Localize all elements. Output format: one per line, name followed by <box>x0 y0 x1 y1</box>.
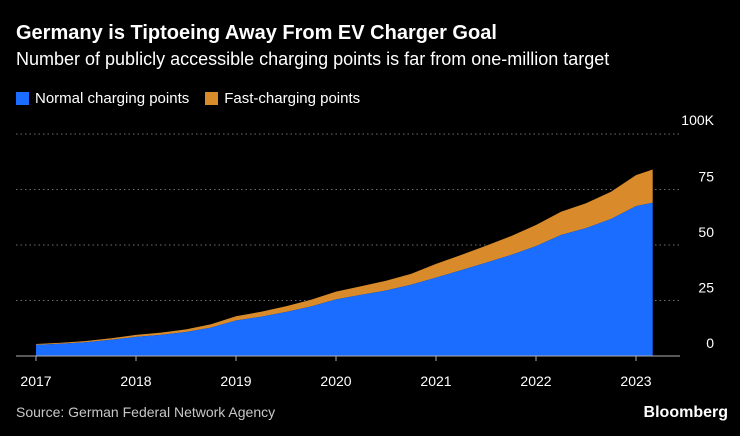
y-tick-label: 0 <box>706 335 714 351</box>
x-tick-label: 2018 <box>120 373 151 389</box>
legend-item-normal: Normal charging points <box>16 90 189 107</box>
legend: Normal charging points Fast-charging poi… <box>16 90 376 107</box>
x-tick-label: 2019 <box>220 373 251 389</box>
bloomberg-logo: Bloomberg <box>643 404 728 421</box>
y-tick-label: 25 <box>698 280 714 296</box>
legend-item-fast: Fast-charging points <box>205 90 360 107</box>
x-tick-label: 2020 <box>320 373 351 389</box>
source-note: Source: German Federal Network Agency <box>16 404 276 420</box>
y-tick-label: 75 <box>698 169 714 185</box>
legend-label-fast: Fast-charging points <box>224 90 361 107</box>
x-tick-label: 2022 <box>520 373 551 389</box>
legend-label-normal: Normal charging points <box>35 90 190 107</box>
x-tick-label: 2021 <box>420 373 451 389</box>
legend-swatch-fast <box>205 92 219 105</box>
chart-title: Germany is Tiptoeing Away From EV Charge… <box>16 22 497 44</box>
x-tick-label: 2017 <box>20 373 51 389</box>
x-tick-label: 2023 <box>620 373 651 389</box>
legend-swatch-normal <box>16 92 29 105</box>
y-tick-label: 100K <box>681 112 714 128</box>
series-area-normal-charging <box>36 202 653 356</box>
chart-subtitle: Number of publicly accessible charging p… <box>16 49 610 69</box>
y-tick-label: 50 <box>698 224 714 240</box>
